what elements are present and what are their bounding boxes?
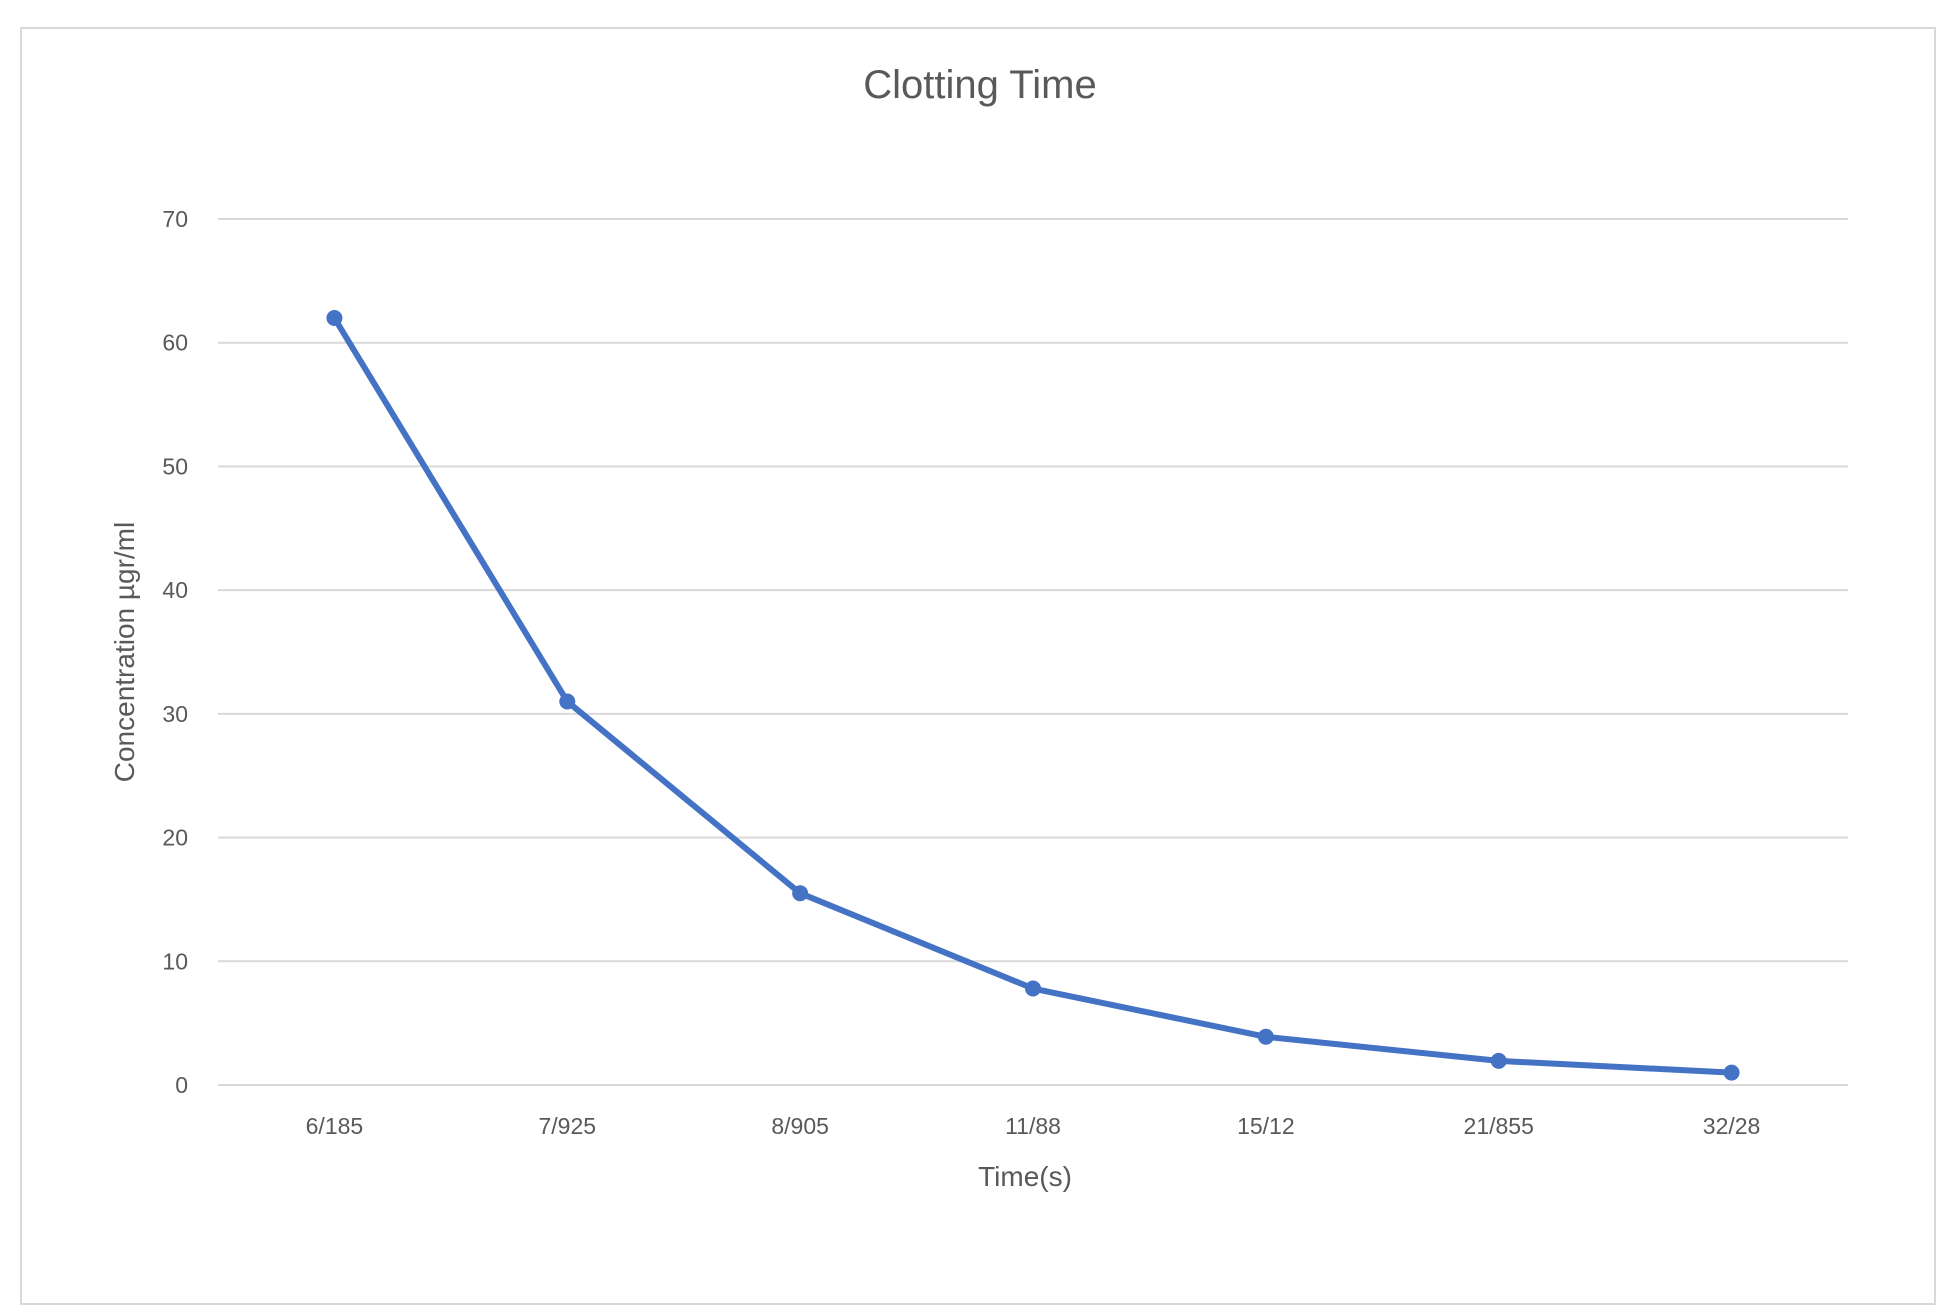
y-tick-label: 40: [162, 577, 188, 603]
x-tick-label: 7/925: [539, 1113, 597, 1139]
chart-title: Clotting Time: [863, 63, 1096, 107]
x-tick-label: 11/88: [1005, 1113, 1061, 1139]
x-tick-label: 8/905: [771, 1113, 829, 1139]
y-axis-label: Concentration µgr/ml: [109, 522, 140, 782]
data-point: [1025, 980, 1041, 997]
x-tick-labels: 6/185 7/925 8/905 11/88 15/12 21/855 32/28: [306, 1113, 1761, 1139]
data-point: [1490, 1052, 1507, 1069]
x-tick-label: 15/12: [1237, 1113, 1295, 1139]
data-point: [1723, 1064, 1740, 1081]
x-tick-label: 32/28: [1703, 1113, 1761, 1139]
y-tick-label: 30: [162, 701, 188, 727]
data-point: [559, 693, 576, 710]
y-tick-label: 20: [162, 825, 188, 851]
data-point: [326, 309, 343, 326]
gridlines: [218, 218, 1848, 1086]
y-tick-label: 70: [162, 206, 188, 232]
data-points: [326, 309, 1740, 1081]
x-tick-label: 6/185: [306, 1113, 364, 1139]
data-point: [1257, 1028, 1274, 1045]
y-tick-label: 50: [162, 453, 188, 479]
y-tick-label: 10: [162, 948, 188, 974]
series-line: [331, 315, 1735, 1076]
data-point: [792, 885, 809, 902]
y-tick-label: 0: [175, 1072, 188, 1098]
x-axis-label: Time(s): [978, 1161, 1072, 1192]
x-tick-label: 21/855: [1464, 1113, 1534, 1139]
y-tick-labels: 0 10 20 30 40 50 60 70: [162, 206, 188, 1098]
y-tick-label: 60: [162, 330, 188, 356]
chart-frame: [20, 27, 1936, 1305]
